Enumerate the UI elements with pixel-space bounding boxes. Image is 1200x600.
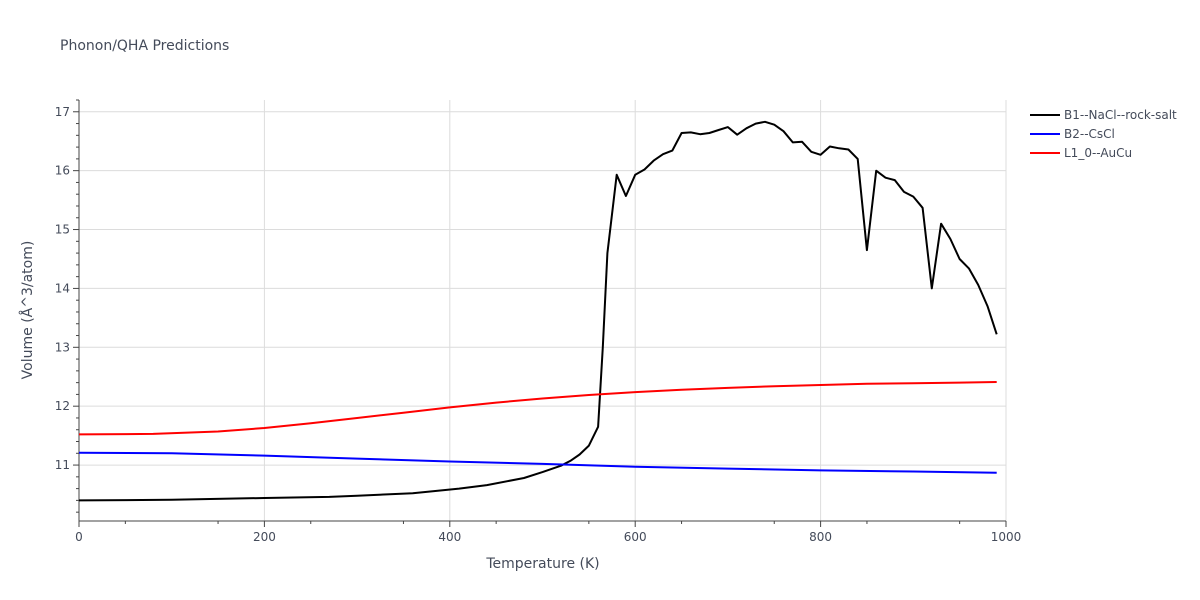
legend-item[interactable]: B2--CsCl: [1030, 127, 1115, 141]
x-tick-label: 400: [438, 530, 461, 544]
grid: [79, 100, 1007, 521]
legend[interactable]: B1--NaCl--rock-salt B2--CsCl L1_0--AuCu: [1030, 108, 1177, 160]
y-axis-ticks: 11 12 13 14 15 16 17: [55, 99, 79, 513]
legend-item[interactable]: L1_0--AuCu: [1030, 146, 1132, 160]
x-tick-label: 800: [809, 530, 832, 544]
y-axis-title: Volume (Å^3/atom): [19, 241, 36, 380]
y-tick-label: 12: [55, 399, 70, 413]
legend-label: B1--NaCl--rock-salt: [1064, 108, 1177, 122]
series-line-b1-nacl-rock-salt: [78, 120, 998, 502]
y-tick-label: 15: [55, 223, 70, 237]
legend-item[interactable]: B1--NaCl--rock-salt: [1030, 108, 1177, 122]
series-lines: [78, 120, 998, 502]
axes: [78, 100, 1006, 522]
series-line-l1-0-aucu: [78, 381, 997, 436]
y-tick-label: 13: [55, 340, 70, 354]
series-line-b2-cscl: [78, 451, 997, 474]
legend-label: B2--CsCl: [1064, 127, 1115, 141]
y-tick-label: 16: [55, 164, 70, 178]
legend-label: L1_0--AuCu: [1064, 146, 1132, 160]
x-tick-label: 1000: [991, 530, 1022, 544]
x-axis-ticks: 0 200 400 600 800 1000: [75, 521, 1021, 544]
y-tick-label: 17: [55, 105, 70, 119]
chart-title: Phonon/QHA Predictions: [60, 38, 229, 54]
x-tick-label: 200: [253, 530, 276, 544]
x-tick-label: 0: [75, 530, 83, 544]
y-tick-label: 11: [55, 458, 70, 472]
y-tick-label: 14: [55, 281, 70, 295]
x-tick-label: 600: [624, 530, 647, 544]
x-axis-title: Temperature (K): [485, 556, 599, 572]
